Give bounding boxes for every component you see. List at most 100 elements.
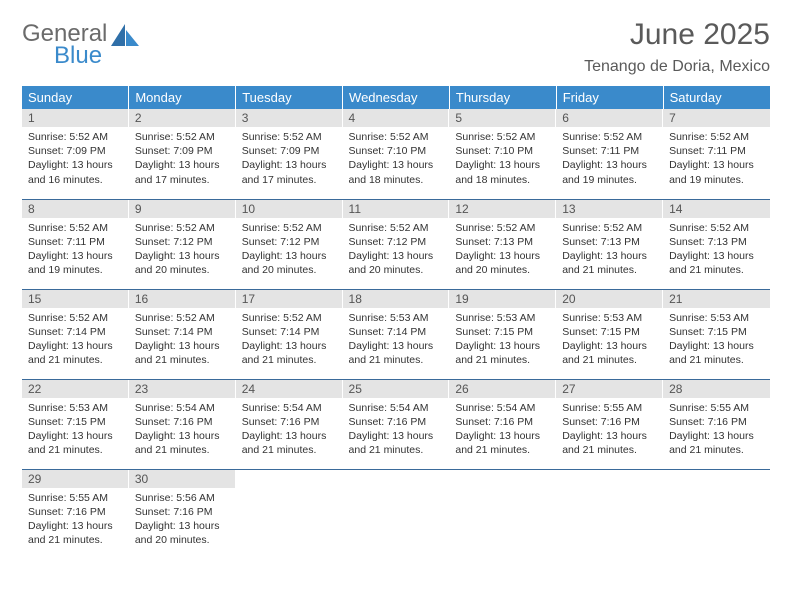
- calendar-day-cell: 10Sunrise: 5:52 AMSunset: 7:12 PMDayligh…: [236, 199, 343, 289]
- sunrise-line: Sunrise: 5:52 AM: [135, 221, 230, 235]
- sunrise-line: Sunrise: 5:52 AM: [669, 221, 764, 235]
- sunrise-line: Sunrise: 5:53 AM: [562, 311, 657, 325]
- day-number: 25: [343, 380, 450, 398]
- day-details: Sunrise: 5:54 AMSunset: 7:16 PMDaylight:…: [236, 398, 343, 462]
- sunrise-line: Sunrise: 5:52 AM: [242, 221, 337, 235]
- calendar-week-row: 29Sunrise: 5:55 AMSunset: 7:16 PMDayligh…: [22, 469, 770, 559]
- day-details: Sunrise: 5:52 AMSunset: 7:13 PMDaylight:…: [663, 218, 770, 282]
- calendar-day-cell: 13Sunrise: 5:52 AMSunset: 7:13 PMDayligh…: [556, 199, 663, 289]
- sunset-line: Sunset: 7:12 PM: [349, 235, 444, 249]
- day-details: Sunrise: 5:52 AMSunset: 7:12 PMDaylight:…: [236, 218, 343, 282]
- weekday-header: Sunday: [22, 86, 129, 109]
- calendar-day-cell: 11Sunrise: 5:52 AMSunset: 7:12 PMDayligh…: [343, 199, 450, 289]
- calendar-day-cell: 6Sunrise: 5:52 AMSunset: 7:11 PMDaylight…: [556, 109, 663, 199]
- sunset-line: Sunset: 7:09 PM: [242, 144, 337, 158]
- daylight-line: Daylight: 13 hours and 21 minutes.: [455, 429, 550, 457]
- daylight-line: Daylight: 13 hours and 21 minutes.: [562, 429, 657, 457]
- day-number: 10: [236, 200, 343, 218]
- daylight-line: Daylight: 13 hours and 21 minutes.: [349, 429, 444, 457]
- day-details: Sunrise: 5:52 AMSunset: 7:10 PMDaylight:…: [449, 127, 556, 191]
- day-number: 11: [343, 200, 450, 218]
- sunset-line: Sunset: 7:16 PM: [562, 415, 657, 429]
- calendar-day-cell: ..: [236, 469, 343, 559]
- day-number: 19: [449, 290, 556, 308]
- day-number: 29: [22, 470, 129, 488]
- day-details: Sunrise: 5:52 AMSunset: 7:09 PMDaylight:…: [22, 127, 129, 191]
- day-details: Sunrise: 5:53 AMSunset: 7:15 PMDaylight:…: [449, 308, 556, 372]
- calendar-day-cell: 29Sunrise: 5:55 AMSunset: 7:16 PMDayligh…: [22, 469, 129, 559]
- day-details: Sunrise: 5:54 AMSunset: 7:16 PMDaylight:…: [449, 398, 556, 462]
- daylight-line: Daylight: 13 hours and 21 minutes.: [349, 339, 444, 367]
- day-number: 14: [663, 200, 770, 218]
- sunrise-line: Sunrise: 5:52 AM: [562, 130, 657, 144]
- weekday-header: Wednesday: [343, 86, 450, 109]
- weekday-header: Friday: [556, 86, 663, 109]
- day-details: Sunrise: 5:52 AMSunset: 7:14 PMDaylight:…: [22, 308, 129, 372]
- calendar-page: General Blue June 2025 Tenango de Doria,…: [0, 0, 792, 569]
- sunrise-line: Sunrise: 5:53 AM: [669, 311, 764, 325]
- page-header: General Blue June 2025 Tenango de Doria,…: [22, 18, 770, 76]
- sunrise-line: Sunrise: 5:52 AM: [455, 130, 550, 144]
- daylight-line: Daylight: 13 hours and 20 minutes.: [135, 249, 230, 277]
- sunset-line: Sunset: 7:16 PM: [349, 415, 444, 429]
- calendar-day-cell: 9Sunrise: 5:52 AMSunset: 7:12 PMDaylight…: [129, 199, 236, 289]
- day-details: Sunrise: 5:52 AMSunset: 7:13 PMDaylight:…: [449, 218, 556, 282]
- sunset-line: Sunset: 7:16 PM: [455, 415, 550, 429]
- day-details: Sunrise: 5:53 AMSunset: 7:14 PMDaylight:…: [343, 308, 450, 372]
- day-number: 6: [556, 109, 663, 127]
- calendar-header-row: SundayMondayTuesdayWednesdayThursdayFrid…: [22, 86, 770, 109]
- sunset-line: Sunset: 7:15 PM: [669, 325, 764, 339]
- title-block: June 2025 Tenango de Doria, Mexico: [584, 18, 770, 76]
- day-number: 26: [449, 380, 556, 398]
- day-details: Sunrise: 5:55 AMSunset: 7:16 PMDaylight:…: [22, 488, 129, 552]
- daylight-line: Daylight: 13 hours and 21 minutes.: [669, 429, 764, 457]
- calendar-day-cell: ..: [449, 469, 556, 559]
- day-details: Sunrise: 5:52 AMSunset: 7:11 PMDaylight:…: [556, 127, 663, 191]
- day-details: Sunrise: 5:56 AMSunset: 7:16 PMDaylight:…: [129, 488, 236, 552]
- calendar-day-cell: 27Sunrise: 5:55 AMSunset: 7:16 PMDayligh…: [556, 379, 663, 469]
- weekday-header: Monday: [129, 86, 236, 109]
- day-number: 27: [556, 380, 663, 398]
- sunrise-line: Sunrise: 5:52 AM: [28, 221, 123, 235]
- daylight-line: Daylight: 13 hours and 19 minutes.: [669, 158, 764, 186]
- daylight-line: Daylight: 13 hours and 21 minutes.: [669, 339, 764, 367]
- day-details: Sunrise: 5:52 AMSunset: 7:10 PMDaylight:…: [343, 127, 450, 191]
- sunrise-line: Sunrise: 5:52 AM: [349, 221, 444, 235]
- daylight-line: Daylight: 13 hours and 21 minutes.: [135, 339, 230, 367]
- day-number: 18: [343, 290, 450, 308]
- sunset-line: Sunset: 7:14 PM: [349, 325, 444, 339]
- day-number: 9: [129, 200, 236, 218]
- daylight-line: Daylight: 13 hours and 21 minutes.: [242, 339, 337, 367]
- sunrise-line: Sunrise: 5:55 AM: [28, 491, 123, 505]
- daylight-line: Daylight: 13 hours and 20 minutes.: [135, 519, 230, 547]
- logo-sail-icon: [111, 24, 139, 46]
- daylight-line: Daylight: 13 hours and 21 minutes.: [669, 249, 764, 277]
- day-number: 5: [449, 109, 556, 127]
- sunset-line: Sunset: 7:12 PM: [135, 235, 230, 249]
- day-number: 2: [129, 109, 236, 127]
- day-number: 23: [129, 380, 236, 398]
- day-details: Sunrise: 5:55 AMSunset: 7:16 PMDaylight:…: [556, 398, 663, 462]
- day-number: 17: [236, 290, 343, 308]
- sunrise-line: Sunrise: 5:52 AM: [28, 130, 123, 144]
- day-number: 30: [129, 470, 236, 488]
- calendar-day-cell: 20Sunrise: 5:53 AMSunset: 7:15 PMDayligh…: [556, 289, 663, 379]
- day-details: Sunrise: 5:52 AMSunset: 7:12 PMDaylight:…: [129, 218, 236, 282]
- sunset-line: Sunset: 7:13 PM: [669, 235, 764, 249]
- logo-text: General Blue: [22, 22, 107, 68]
- sunrise-line: Sunrise: 5:52 AM: [669, 130, 764, 144]
- day-number: 1: [22, 109, 129, 127]
- calendar-day-cell: 28Sunrise: 5:55 AMSunset: 7:16 PMDayligh…: [663, 379, 770, 469]
- daylight-line: Daylight: 13 hours and 18 minutes.: [455, 158, 550, 186]
- calendar-week-row: 15Sunrise: 5:52 AMSunset: 7:14 PMDayligh…: [22, 289, 770, 379]
- day-details: Sunrise: 5:53 AMSunset: 7:15 PMDaylight:…: [22, 398, 129, 462]
- sunset-line: Sunset: 7:14 PM: [28, 325, 123, 339]
- sunset-line: Sunset: 7:15 PM: [28, 415, 123, 429]
- daylight-line: Daylight: 13 hours and 21 minutes.: [455, 339, 550, 367]
- sunset-line: Sunset: 7:16 PM: [135, 415, 230, 429]
- calendar-day-cell: 7Sunrise: 5:52 AMSunset: 7:11 PMDaylight…: [663, 109, 770, 199]
- calendar-day-cell: 1Sunrise: 5:52 AMSunset: 7:09 PMDaylight…: [22, 109, 129, 199]
- calendar-day-cell: 17Sunrise: 5:52 AMSunset: 7:14 PMDayligh…: [236, 289, 343, 379]
- calendar-day-cell: 14Sunrise: 5:52 AMSunset: 7:13 PMDayligh…: [663, 199, 770, 289]
- location-subtitle: Tenango de Doria, Mexico: [584, 58, 770, 76]
